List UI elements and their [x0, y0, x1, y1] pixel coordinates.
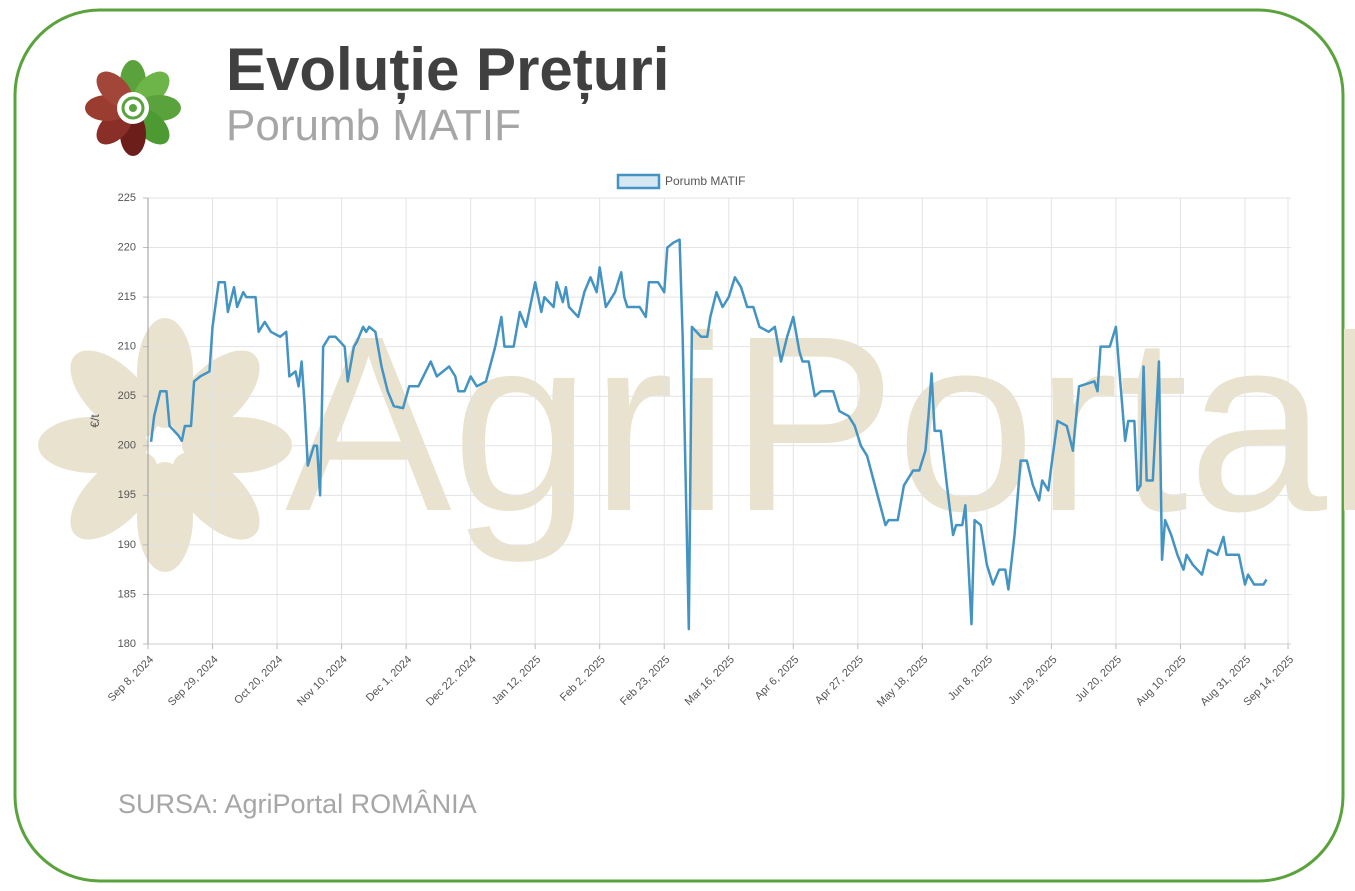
y-tick-label: 215 [118, 291, 136, 303]
y-tick-label: 205 [118, 390, 136, 402]
y-tick-label: 200 [118, 440, 136, 452]
legend-swatch [616, 173, 661, 190]
y-tick-label: 195 [118, 489, 136, 501]
source: SURSA: AgriPortal ROMÂNIA [118, 788, 477, 819]
subtitle: Porumb MATIF [226, 101, 521, 150]
watermark-logo [38, 318, 292, 572]
title: Evoluție Prețuri [226, 36, 669, 104]
y-tick-label: 185 [118, 588, 136, 600]
y-axis-label: €/t [88, 414, 102, 428]
legend-label: Porumb MATIF [665, 174, 745, 188]
y-tick-label: 225 [118, 192, 136, 204]
y-tick-label: 220 [118, 241, 136, 253]
y-tick-label: 190 [118, 539, 136, 551]
logo [85, 60, 181, 156]
series-line [149, 238, 1268, 631]
y-tick-label: 180 [118, 638, 136, 650]
y-tick-label: 210 [118, 341, 136, 353]
watermark: AgriPortal [285, 284, 1355, 563]
